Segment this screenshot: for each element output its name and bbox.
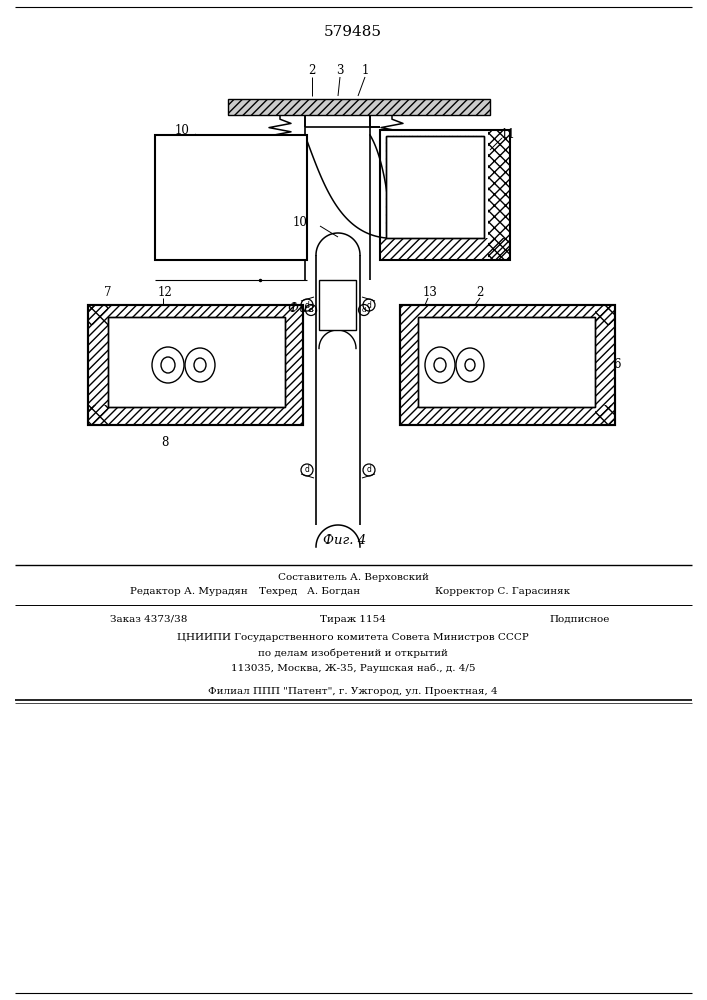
Text: по делам изобретений и открытий: по делам изобретений и открытий: [258, 648, 448, 658]
Bar: [108, 317, 285, 407]
Text: 113035, Москва, Ж-35, Раушская наб., д. 4/5: 113035, Москва, Ж-35, Раушская наб., д. …: [230, 663, 475, 673]
Text: 579485: 579485: [324, 25, 382, 39]
Bar: [400, 305, 615, 425]
Bar: [88, 305, 303, 425]
Bar: [386, 136, 484, 238]
Bar: [418, 317, 595, 407]
Bar: [108, 317, 285, 407]
Bar: [400, 305, 615, 425]
Text: 13: 13: [423, 286, 438, 300]
Bar: [400, 305, 615, 425]
Text: Подписное: Подписное: [550, 614, 610, 624]
Text: 8: 8: [161, 436, 169, 450]
Bar: [319, 280, 356, 330]
Bar: [88, 405, 108, 425]
Bar: [88, 305, 303, 425]
Bar: [595, 305, 615, 325]
Text: Тираж 1154: Тираж 1154: [320, 614, 386, 624]
Text: 2: 2: [477, 286, 484, 300]
Bar: [155, 135, 307, 260]
Text: Техред   А. Богдан: Техред А. Богдан: [259, 587, 361, 596]
Bar: [228, 99, 490, 115]
Text: d: d: [366, 466, 371, 475]
Bar: [380, 238, 510, 260]
Bar: [380, 130, 510, 260]
Text: d: d: [305, 466, 310, 475]
Text: Филиал ППП "Патент", г. Ужгород, ул. Проектная, 4: Филиал ППП "Патент", г. Ужгород, ул. Про…: [208, 688, 498, 696]
Text: 10: 10: [293, 217, 308, 230]
Text: ЦНИИПИ Государственного комитета Совета Министров СССР: ЦНИИПИ Государственного комитета Совета …: [177, 634, 529, 643]
Text: 3: 3: [337, 64, 344, 77]
Text: 11: 11: [501, 128, 515, 141]
Text: 1: 1: [361, 64, 368, 77]
Text: Составитель А. Верховский: Составитель А. Верховский: [278, 574, 428, 582]
Text: Фиг. 3: Фиг. 3: [288, 302, 332, 314]
Bar: [418, 317, 595, 407]
Text: Фиг. 4: Фиг. 4: [323, 534, 366, 546]
Text: 10: 10: [175, 123, 189, 136]
Text: d: d: [309, 307, 313, 313]
Text: 12: 12: [158, 286, 173, 300]
Bar: [488, 130, 510, 260]
Bar: [88, 305, 303, 425]
Text: 7: 7: [104, 286, 112, 300]
Text: Корректор С. Гарасиняк: Корректор С. Гарасиняк: [435, 587, 570, 596]
Bar: [595, 405, 615, 425]
Bar: [386, 136, 484, 238]
Text: d: d: [366, 300, 371, 310]
Text: Заказ 4373/38: Заказ 4373/38: [110, 614, 187, 624]
Bar: [88, 305, 108, 325]
Text: d: d: [305, 300, 310, 310]
Text: Редактор А. Мурадян: Редактор А. Мурадян: [130, 587, 247, 596]
Text: d: d: [362, 307, 366, 313]
Bar: [386, 136, 484, 238]
Text: 6: 6: [613, 359, 621, 371]
Text: 2: 2: [308, 64, 316, 77]
